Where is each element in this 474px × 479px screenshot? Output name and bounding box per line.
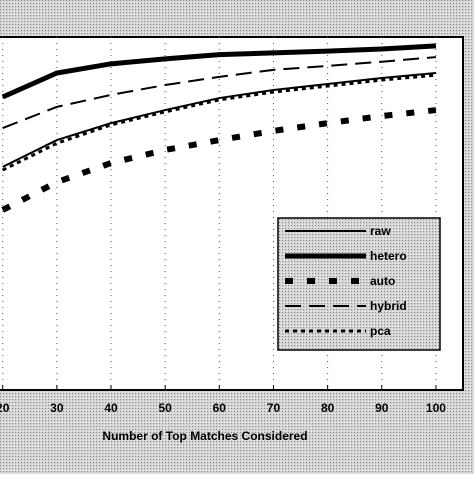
data-line [2, 56, 437, 130]
x-tick-label: 50 [158, 401, 172, 415]
x-tick-label: 100 [426, 401, 446, 415]
legend-label: raw [370, 224, 391, 238]
legend-label: auto [370, 274, 395, 288]
legend-label: hybrid [370, 299, 407, 313]
data-line [1, 107, 437, 213]
x-tick-label: 70 [267, 401, 281, 415]
x-tick-label: 90 [375, 401, 389, 415]
data-line [1, 43, 437, 100]
x-tick-label: 30 [50, 401, 64, 415]
legend-label: hetero [370, 249, 407, 263]
x-tick-label: 80 [321, 401, 335, 415]
x-tick-label: 60 [213, 401, 227, 415]
x-tick-label: 40 [104, 401, 118, 415]
data-line [2, 72, 437, 168]
x-tick-label: 20 [0, 401, 10, 415]
x-axis-label: Number of Top Matches Considered [102, 429, 307, 443]
legend-label: pca [370, 324, 391, 338]
